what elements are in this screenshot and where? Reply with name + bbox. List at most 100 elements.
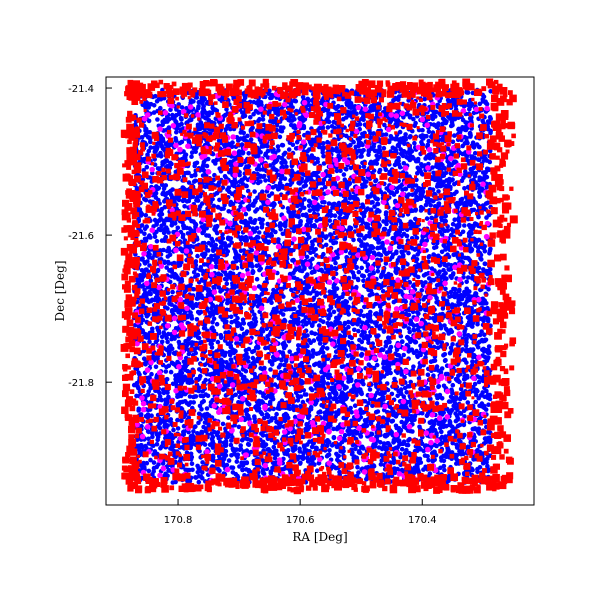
blue-point — [434, 283, 440, 288]
blue-point — [333, 465, 339, 471]
blue-point — [266, 193, 272, 199]
blue-point — [286, 448, 291, 453]
blue-point — [470, 359, 475, 364]
blue-point — [371, 131, 377, 136]
blue-point — [290, 142, 296, 147]
blue-point — [327, 312, 333, 317]
blue-point — [360, 202, 365, 207]
blue-point — [396, 94, 402, 99]
blue-point — [399, 419, 405, 425]
blue-point — [434, 401, 440, 406]
blue-point — [402, 141, 407, 146]
blue-point — [186, 180, 192, 185]
blue-point — [204, 406, 210, 411]
blue-point — [434, 161, 440, 167]
blue-point — [246, 151, 251, 156]
blue-point — [226, 330, 231, 335]
blue-point — [263, 345, 268, 351]
blue-point — [372, 320, 378, 326]
blue-point — [171, 427, 176, 433]
blue-point — [331, 309, 337, 315]
blue-point — [228, 314, 234, 320]
blue-point — [175, 225, 181, 231]
blue-point — [193, 149, 198, 154]
blue-point — [189, 461, 195, 467]
blue-point — [339, 364, 345, 370]
blue-point — [359, 351, 365, 357]
blue-point — [168, 446, 173, 451]
blue-point — [253, 209, 258, 214]
blue-point — [322, 200, 327, 205]
blue-point — [464, 135, 469, 141]
blue-point — [218, 244, 224, 250]
blue-point — [312, 331, 318, 337]
blue-point — [232, 255, 238, 260]
blue-point — [279, 142, 285, 148]
blue-point — [158, 105, 163, 111]
blue-point — [139, 423, 144, 429]
blue-point — [476, 214, 481, 220]
blue-point — [287, 349, 293, 355]
blue-point — [367, 387, 373, 392]
blue-point — [450, 139, 456, 145]
blue-point — [486, 402, 491, 408]
blue-point — [146, 118, 152, 124]
blue-point — [457, 439, 462, 444]
blue-point — [210, 239, 216, 244]
blue-point — [213, 224, 218, 229]
blue-point — [155, 117, 160, 122]
blue-point — [218, 289, 223, 294]
blue-point — [439, 249, 445, 255]
blue-point — [334, 148, 340, 154]
blue-point — [320, 150, 326, 155]
blue-point — [323, 242, 329, 248]
blue-point — [220, 421, 226, 427]
blue-point — [170, 289, 175, 295]
blue-point — [381, 226, 387, 232]
blue-point — [214, 260, 219, 266]
blue-point — [269, 95, 274, 100]
blue-point — [151, 311, 157, 317]
blue-point — [361, 164, 367, 169]
blue-point — [352, 327, 357, 333]
blue-point — [486, 287, 491, 292]
blue-point — [482, 419, 488, 425]
blue-point — [155, 267, 161, 273]
blue-point — [205, 393, 211, 399]
blue-point — [413, 183, 419, 188]
blue-point — [304, 254, 310, 260]
blue-point — [442, 358, 448, 364]
blue-point — [439, 396, 445, 401]
blue-point — [451, 403, 457, 409]
blue-point — [462, 186, 467, 191]
blue-point — [252, 416, 257, 422]
blue-point — [307, 208, 313, 213]
blue-point — [380, 242, 385, 247]
blue-point — [359, 265, 365, 271]
blue-point — [166, 351, 172, 357]
blue-point — [226, 415, 231, 421]
blue-point — [182, 204, 187, 209]
blue-point — [306, 203, 312, 208]
blue-point — [337, 333, 343, 338]
blue-point — [369, 431, 375, 437]
blue-point — [425, 454, 430, 459]
blue-point — [327, 218, 333, 223]
blue-point — [134, 393, 139, 399]
blue-point — [247, 203, 252, 208]
blue-point — [416, 311, 421, 316]
blue-point — [239, 326, 245, 332]
blue-point — [404, 334, 410, 340]
blue-point — [473, 399, 479, 405]
blue-point — [252, 189, 257, 194]
blue-point — [397, 129, 403, 135]
blue-point — [383, 167, 389, 173]
blue-point — [189, 316, 195, 321]
blue-point — [356, 269, 362, 275]
blue-point — [419, 288, 425, 293]
blue-point — [485, 430, 491, 435]
blue-point — [321, 177, 327, 183]
blue-point — [488, 89, 494, 94]
blue-point — [159, 334, 165, 340]
blue-point — [434, 184, 440, 189]
